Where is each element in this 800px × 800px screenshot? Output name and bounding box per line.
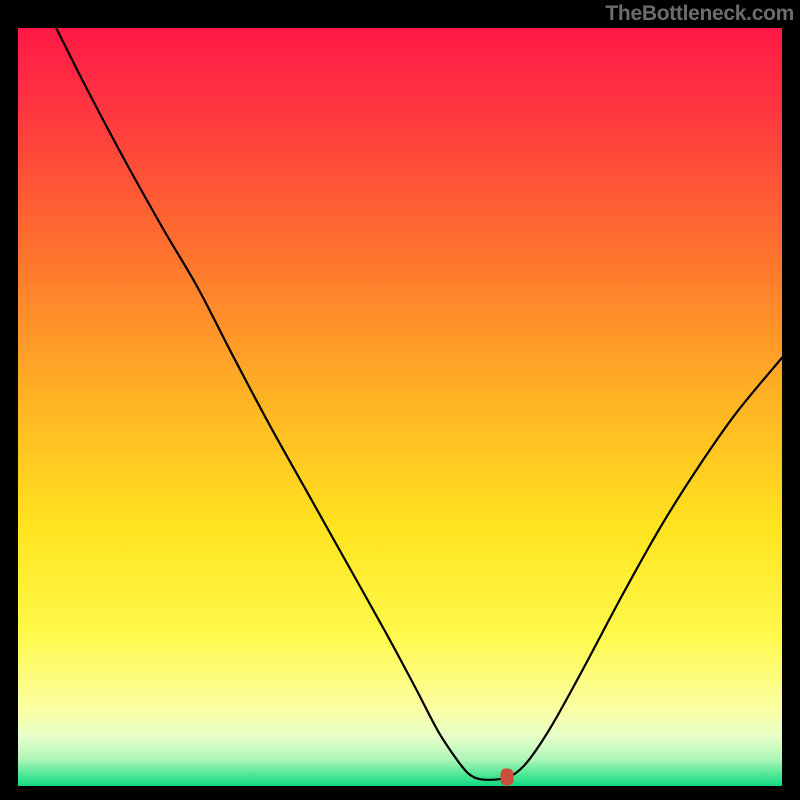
chart-root: { "meta": { "watermark": "TheBottleneck.… xyxy=(0,0,800,800)
optimum-marker xyxy=(500,768,513,785)
watermark-label: TheBottleneck.com xyxy=(605,2,794,26)
plot-area xyxy=(18,28,782,786)
bottleneck-curve xyxy=(18,28,782,786)
